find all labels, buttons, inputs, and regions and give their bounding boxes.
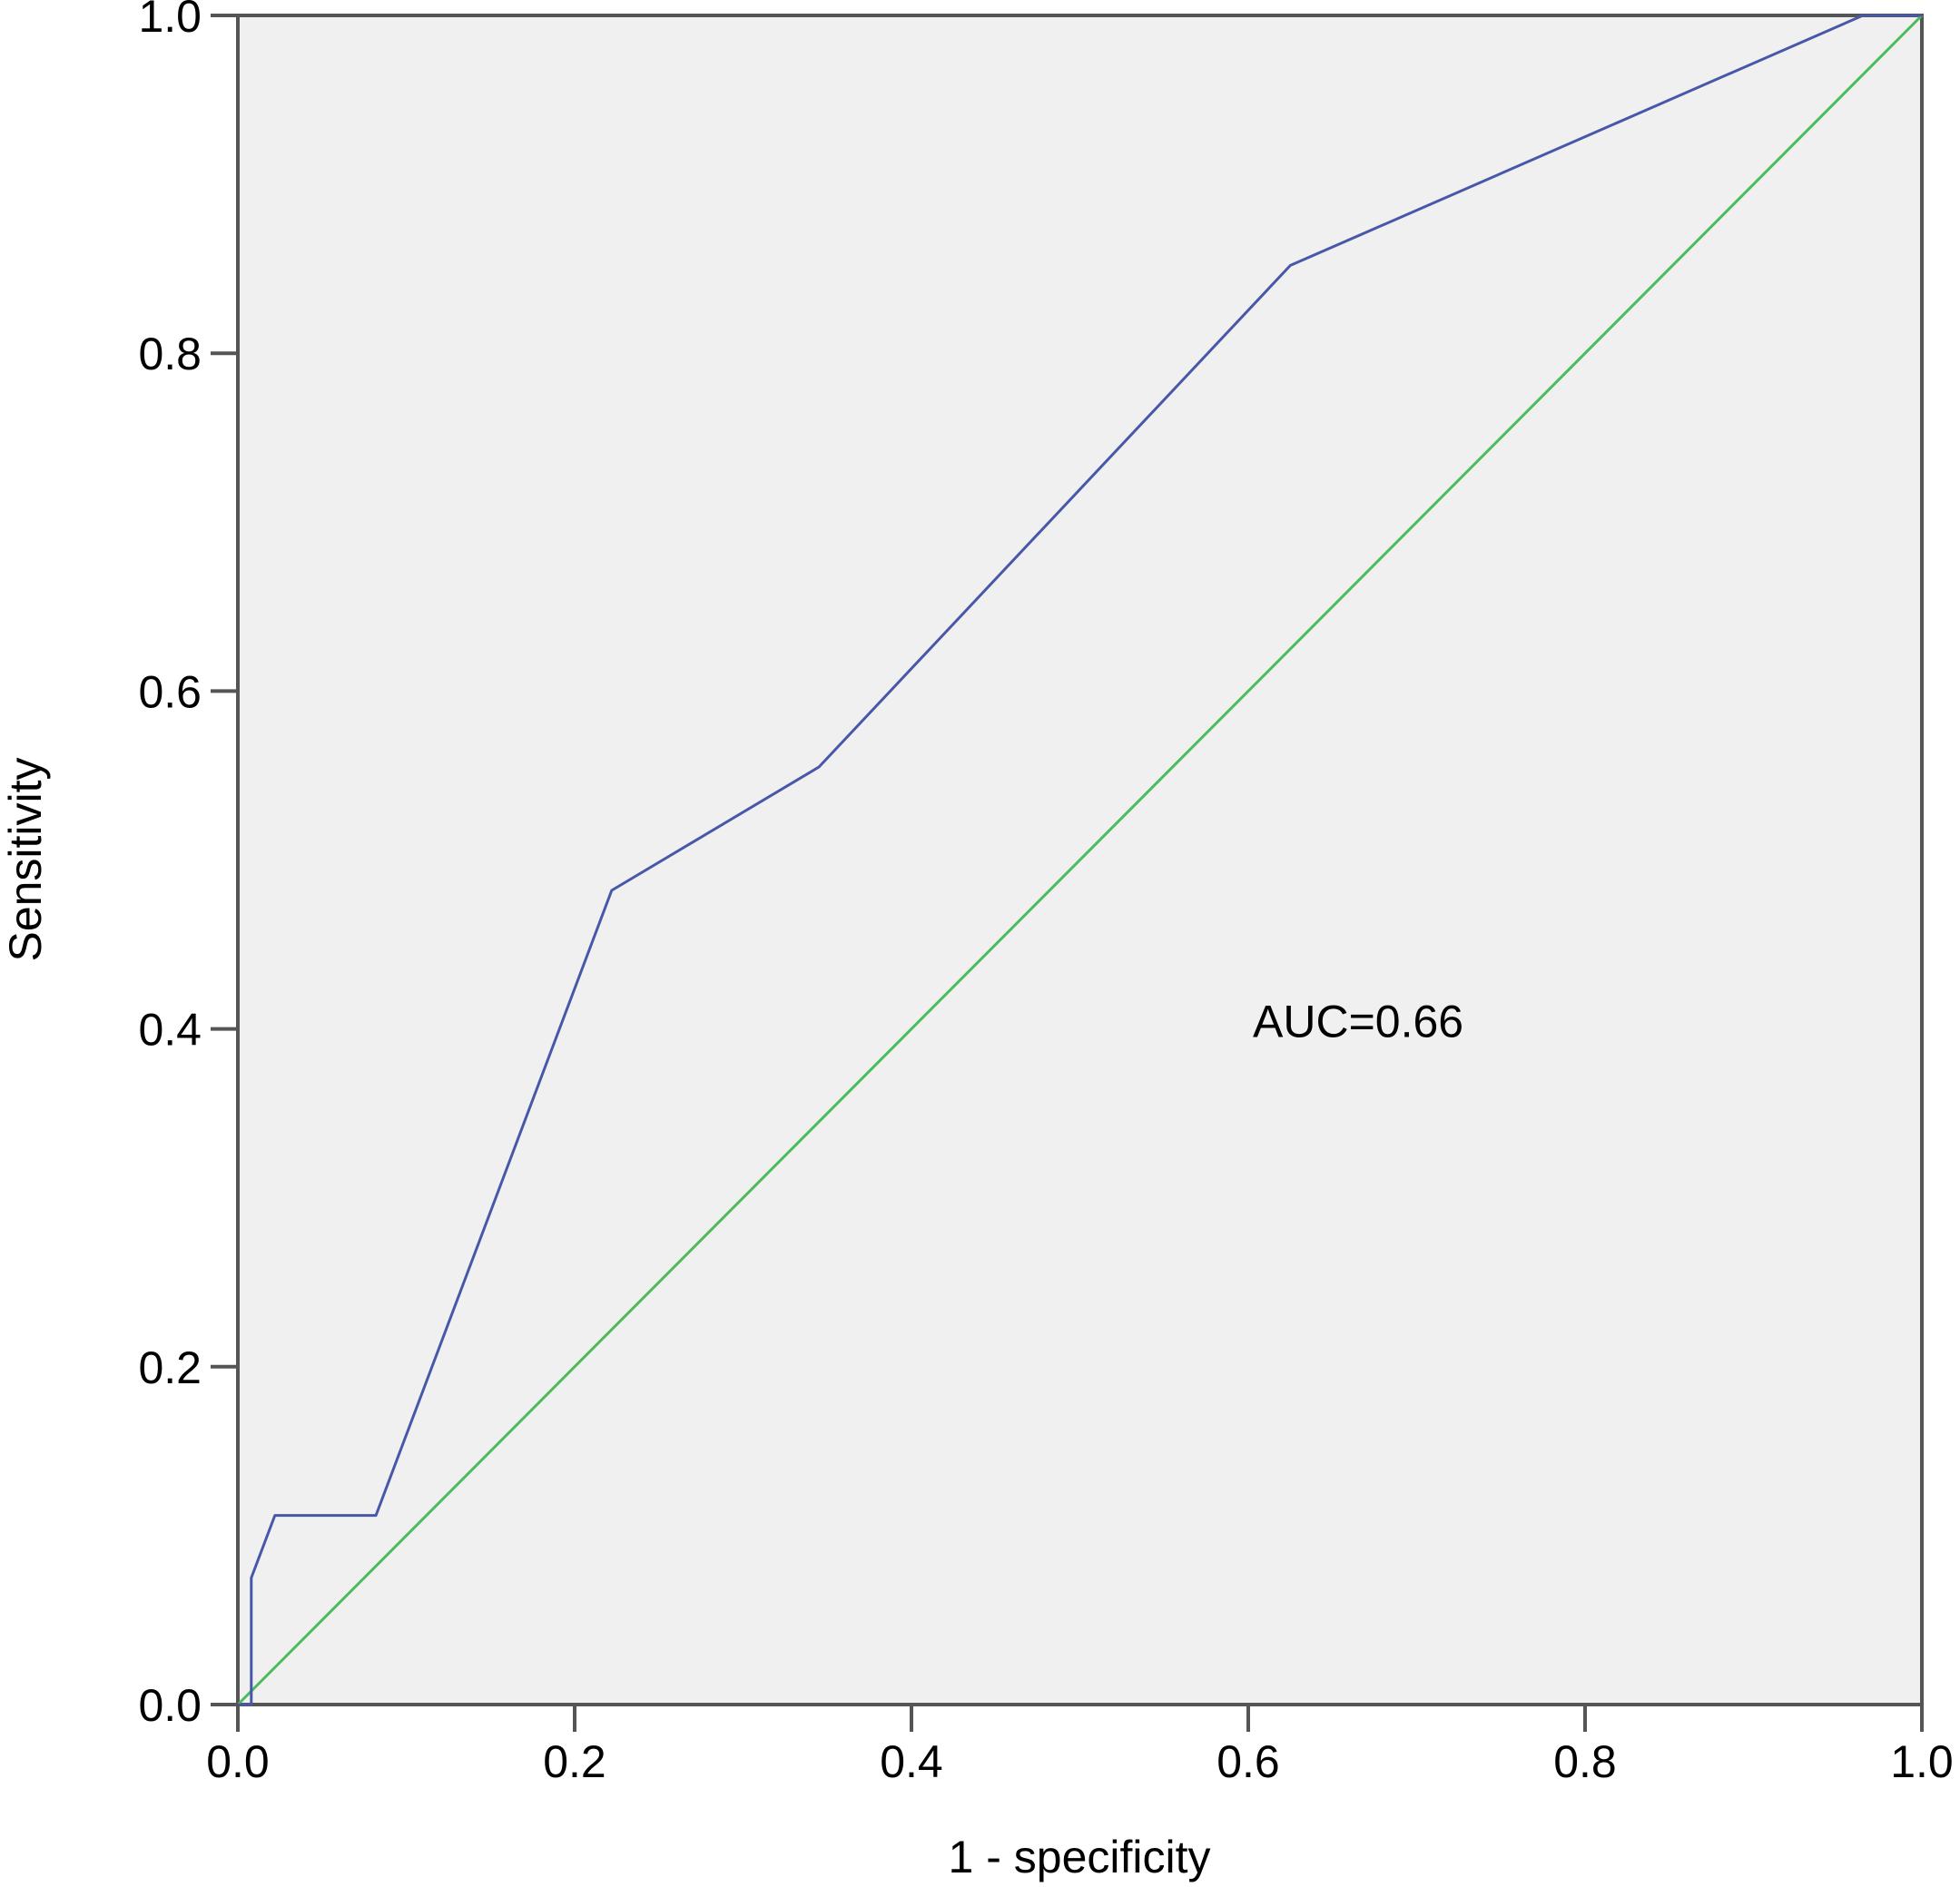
series-layer <box>236 14 1924 1706</box>
x-tick-label: 0.8 <box>1553 1736 1617 1787</box>
x-tick-label: 1.0 <box>1890 1736 1954 1787</box>
annotation-layer: AUC=0.66 <box>1253 996 1463 1047</box>
y-tick-label: 1.0 <box>138 0 202 42</box>
x-axis: 0.0 0.2 0.4 0.6 0.8 1.0 <box>206 1705 1954 1787</box>
roc-curve-line <box>238 14 1922 1706</box>
y-axis: 0.0 0.2 0.4 0.6 0.8 1.0 <box>138 0 238 1731</box>
auc-annotation: AUC=0.66 <box>1253 996 1463 1047</box>
x-axis-title: 1 - specificity <box>949 1832 1211 1882</box>
reference-diagonal-line <box>236 14 1924 1706</box>
x-tick-label: 0.0 <box>206 1736 270 1787</box>
x-tick-label: 0.4 <box>880 1736 943 1787</box>
y-tick-label: 0.8 <box>138 329 202 379</box>
y-axis-title: Sensitivity <box>0 757 51 961</box>
x-tick-label: 0.6 <box>1216 1736 1280 1787</box>
y-tick-label: 0.2 <box>138 1342 202 1393</box>
x-tick-label: 0.2 <box>543 1736 606 1787</box>
y-tick-label: 0.4 <box>138 1005 202 1056</box>
y-tick-label: 0.6 <box>138 666 202 717</box>
y-tick-label: 0.0 <box>138 1680 202 1731</box>
